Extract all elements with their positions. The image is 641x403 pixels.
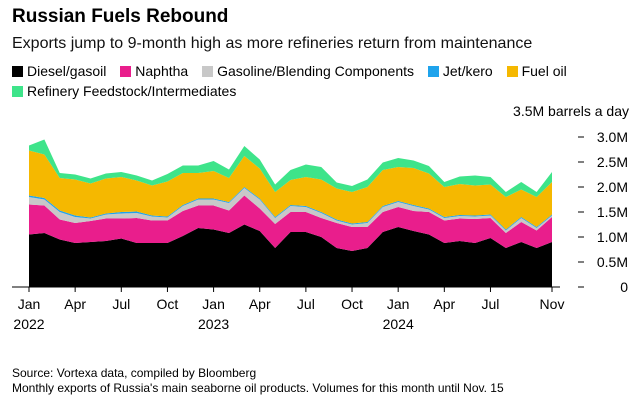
legend-item-jet: Jet/kero bbox=[427, 61, 493, 81]
y-axis-unit-label: 3.5M barrels a day bbox=[513, 103, 629, 119]
legend-swatch-diesel bbox=[12, 66, 23, 77]
area-naphtha bbox=[29, 195, 552, 251]
y-tick-label: 2.5M bbox=[597, 154, 628, 170]
x-tick-label: Jan bbox=[387, 296, 410, 312]
legend-item-gasoline: Gasoline/Blending Components bbox=[202, 61, 414, 81]
area-gasoline-blending-components bbox=[29, 188, 552, 233]
area-fuel-oil bbox=[29, 150, 552, 230]
x-tick-label: Jul bbox=[297, 296, 315, 312]
x-tick-label: Apr bbox=[64, 296, 86, 312]
x-tick-label: Jan bbox=[202, 296, 225, 312]
x-tick-label: Jul bbox=[482, 296, 500, 312]
legend-item-diesel: Diesel/gasoil bbox=[12, 61, 106, 81]
x-year-label: 2024 bbox=[383, 316, 414, 332]
legend-label-diesel: Diesel/gasoil bbox=[27, 63, 107, 79]
legend-item-fuel-oil: Fuel oil bbox=[506, 61, 567, 81]
legend-item-feedstock: Refinery Feedstock/Intermediates bbox=[12, 81, 236, 101]
legend-swatch-naphtha bbox=[120, 66, 132, 77]
chart-source: Source: Vortexa data, compiled by Bloomb… bbox=[12, 366, 504, 395]
y-tick-label: 0 bbox=[620, 279, 628, 295]
footnote-text: Monthly exports of Russia's main seaborn… bbox=[12, 380, 504, 395]
x-tick-label: Apr bbox=[433, 296, 455, 312]
y-tick-label: 0.5M bbox=[597, 254, 628, 270]
y-tick-label: 2.0M bbox=[597, 179, 628, 195]
x-tick-label: Apr bbox=[249, 296, 271, 312]
y-tick-label: 3.0M bbox=[597, 129, 628, 145]
x-tick-label: Oct bbox=[157, 296, 179, 312]
x-tick-label: Jul bbox=[112, 296, 130, 312]
legend-item-naphtha: Naphtha bbox=[120, 61, 188, 81]
x-tick-label: Oct bbox=[341, 296, 363, 312]
legend-swatch-fuel-oil bbox=[506, 66, 518, 77]
legend-label-jet: Jet/kero bbox=[442, 63, 493, 79]
legend-swatch-gasoline bbox=[202, 66, 214, 77]
area-diesel-gasoil bbox=[29, 224, 552, 287]
legend: Diesel/gasoil Naphtha Gasoline/Blending … bbox=[12, 61, 632, 101]
legend-label-fuel-oil: Fuel oil bbox=[521, 63, 567, 79]
legend-swatch-jet bbox=[427, 66, 439, 77]
chart-subtitle: Exports jump to 9-month high as more ref… bbox=[12, 35, 533, 52]
legend-label-naphtha: Naphtha bbox=[135, 63, 189, 79]
chart-title: Russian Fuels Rebound bbox=[12, 6, 229, 27]
legend-label-gasoline: Gasoline/Blending Components bbox=[217, 63, 414, 79]
y-tick-label: 1.5M bbox=[597, 204, 628, 220]
area-refinery-feedstock-intermediates bbox=[29, 139, 552, 197]
x-tick-label: Jan bbox=[18, 296, 41, 312]
x-tick-label: Nov bbox=[540, 296, 565, 312]
y-tick-label: 1.0M bbox=[597, 229, 628, 245]
legend-label-feedstock: Refinery Feedstock/Intermediates bbox=[27, 83, 237, 99]
x-year-label: 2023 bbox=[198, 316, 229, 332]
source-text: Source: Vortexa data, compiled by Bloomb… bbox=[12, 366, 257, 380]
legend-swatch-feedstock bbox=[12, 86, 23, 97]
x-year-label: 2022 bbox=[13, 316, 44, 332]
